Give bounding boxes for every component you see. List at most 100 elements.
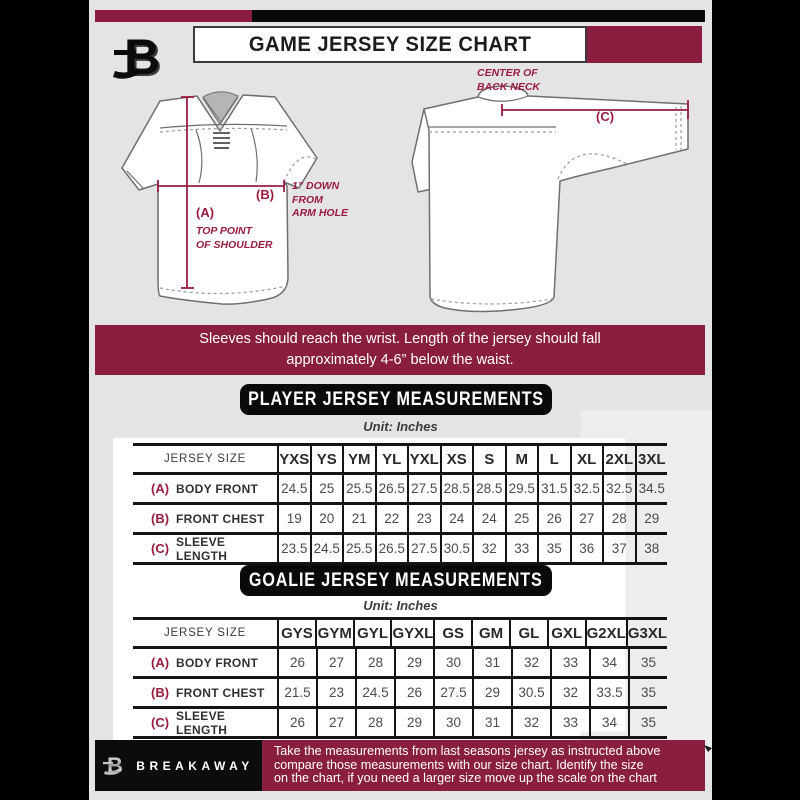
size-header-cell: YM xyxy=(342,446,375,472)
value-cell: 21.5 xyxy=(277,679,316,706)
back-jersey-far-sleeve xyxy=(411,108,434,193)
value-cell: 29.5 xyxy=(504,475,538,502)
notice-line: approximately 4-6” below the waist. xyxy=(286,352,514,368)
value-cell: 21 xyxy=(342,505,375,532)
table-row: (B) FRONT CHEST 21.5 23 24.5 26 27.5 29 30.5 32 33… xyxy=(133,676,667,706)
value-cell: 28.5 xyxy=(439,475,473,502)
center-back-neck-note: CENTER OF BACK NECK xyxy=(477,67,540,93)
size-header-cell: S xyxy=(472,446,505,472)
size-header-cell: GXL xyxy=(546,620,585,646)
value-cell: 27.5 xyxy=(407,535,440,562)
value-cell: 25 xyxy=(504,505,538,532)
row-label: SLEEVE LENGTH xyxy=(176,534,228,563)
size-header-cell: G2XL xyxy=(584,620,626,646)
value-cell: 28 xyxy=(355,649,394,676)
size-header-cell: GM xyxy=(471,620,509,646)
value-cell: 29 xyxy=(394,709,433,736)
value-cell: 37 xyxy=(602,535,635,562)
value-cell: 26.5 xyxy=(374,475,408,502)
value-cell: 28 xyxy=(355,709,394,736)
value-cell: 24 xyxy=(439,505,473,532)
value-cell: 26 xyxy=(394,679,433,706)
value-cell: 35 xyxy=(537,535,570,562)
a-label: (A) xyxy=(196,205,215,220)
row-key: (A) xyxy=(151,481,170,496)
value-cell: 28 xyxy=(602,505,635,532)
value-cell: 20 xyxy=(309,505,343,532)
table-corner-cell: JERSEY SIZE xyxy=(163,453,247,465)
size-header-cell: YXL xyxy=(407,446,440,472)
title-end-block xyxy=(587,26,702,63)
value-cell: 32 xyxy=(511,709,550,736)
footer-brand-text: BREAKAWAY xyxy=(136,758,254,773)
value-cell: 29 xyxy=(472,679,511,706)
table-row: (B) FRONT CHEST 19 20 21 22 23 24 24 25 26 27 28 29 xyxy=(133,502,667,532)
value-cell: 29 xyxy=(394,649,433,676)
footer-note-line: Take the measurements from last seasons … xyxy=(274,744,661,758)
goalie-unit-label: Unit: Inches xyxy=(363,598,438,613)
value-cell: 29 xyxy=(634,505,668,532)
value-cell: 38 xyxy=(634,535,668,562)
row-key: (C) xyxy=(151,715,170,730)
value-cell: 27.5 xyxy=(407,475,440,502)
value-cell: 28.5 xyxy=(472,475,505,502)
value-cell: 27 xyxy=(316,649,355,676)
value-cell: 19 xyxy=(277,505,310,532)
value-cell: 35 xyxy=(628,679,667,706)
size-header-cell: GS xyxy=(433,620,471,646)
size-header-cell: GYL xyxy=(352,620,391,646)
size-header-cell: XL xyxy=(569,446,603,472)
table-corner-cell: JERSEY SIZE xyxy=(163,627,247,639)
value-cell: 31 xyxy=(472,709,511,736)
size-header-cell: M xyxy=(504,446,538,472)
value-cell: 27 xyxy=(316,709,355,736)
breakaway-logo-icon: B B xyxy=(113,29,162,87)
footer-note-line: compare those measurements with our size… xyxy=(274,757,644,772)
row-label: BODY FRONT xyxy=(176,481,259,496)
value-cell: 27 xyxy=(569,505,603,532)
svg-text:B: B xyxy=(126,31,162,87)
size-header-cell: GYM xyxy=(314,620,353,646)
measurement-lines xyxy=(157,96,689,289)
value-cell: 32 xyxy=(550,679,589,706)
value-cell: 34.5 xyxy=(634,475,668,502)
notice-line: Sleeves should reach the wrist. Length o… xyxy=(199,330,601,347)
value-cell: 26 xyxy=(277,649,316,676)
row-label-cell: (C) SLEEVE LENGTH xyxy=(133,534,277,563)
b-note: 1” DOWN FROM ARM HOLE xyxy=(292,180,348,219)
value-cell: 31.5 xyxy=(537,475,570,502)
player-unit-label: Unit: Inches xyxy=(363,419,438,434)
title-box: GAME JERSEY SIZE CHART xyxy=(193,26,587,63)
row-label: SLEEVE LENGTH xyxy=(176,708,228,737)
value-cell: 36 xyxy=(569,535,603,562)
size-header-cell: YS xyxy=(309,446,343,472)
value-cell: 30.5 xyxy=(511,679,550,706)
value-cell: 33.5 xyxy=(589,679,628,706)
size-header-cell: GYS xyxy=(277,620,315,646)
row-label: FRONT CHEST xyxy=(176,685,265,700)
value-cell: 25.5 xyxy=(342,535,375,562)
value-cell: 24.5 xyxy=(355,679,394,706)
a-note: TOP POINT OF SHOULDER xyxy=(196,225,273,251)
size-header-cell: YL xyxy=(374,446,408,472)
footer-note-banner: Take the measurements from last seasons … xyxy=(262,740,705,791)
table-row: (C) SLEEVE LENGTH 23.5 24.5 25.5 26.5 27.5 30.5… xyxy=(133,532,668,563)
goalie-section-header: GOALIE JERSEY MEASUREMENTS xyxy=(240,565,552,596)
value-cell: 33 xyxy=(550,649,589,676)
front-jersey-outline xyxy=(121,94,318,305)
row-label-cell: (A) BODY FRONT xyxy=(133,649,277,676)
value-cell: 33 xyxy=(550,709,589,736)
goalie-section-title: GOALIE JERSEY MEASUREMENTS xyxy=(249,569,543,591)
size-header-cell: YXS xyxy=(277,446,310,472)
header-accent-maroon xyxy=(95,10,252,22)
size-header-cell: GYXL xyxy=(390,620,433,646)
row-key: (B) xyxy=(151,685,170,700)
row-label: FRONT CHEST xyxy=(176,511,265,526)
value-cell: 26.5 xyxy=(374,535,408,562)
value-cell: 35 xyxy=(628,709,667,736)
b-label: (B) xyxy=(256,187,275,202)
size-header-cell: 2XL xyxy=(602,446,635,472)
value-cell: 23 xyxy=(316,679,355,706)
value-cell: 25 xyxy=(309,475,343,502)
